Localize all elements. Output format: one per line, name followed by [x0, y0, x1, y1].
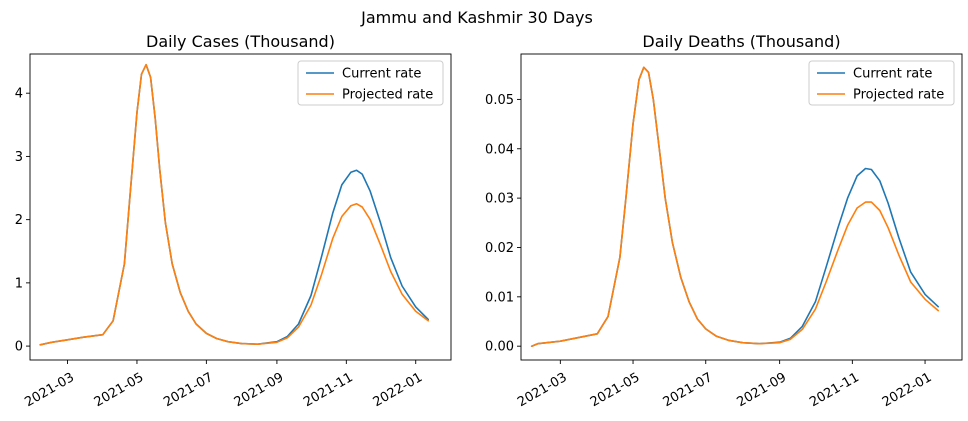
y-tick-label: 0.05 — [485, 93, 514, 108]
y-tick-label: 1 — [15, 276, 23, 291]
y-tick-label: 0.00 — [485, 340, 514, 355]
legend-label: Projected rate — [342, 88, 433, 103]
y-tick-label: 0.02 — [485, 241, 514, 256]
chart-title: Daily Cases (Thousand) — [146, 32, 335, 51]
y-tick-label: 0.04 — [485, 142, 514, 157]
y-tick-label: 0 — [15, 340, 23, 355]
series-line-projected-rate — [39, 63, 430, 346]
figure-suptitle: Jammu and Kashmir 30 Days — [360, 8, 593, 27]
chart-title: Daily Deaths (Thousand) — [642, 32, 840, 51]
legend-box — [808, 60, 955, 106]
legend-label: Current rate — [853, 67, 932, 82]
y-tick-label: 0.01 — [485, 290, 514, 305]
legend-label: Current rate — [342, 67, 421, 82]
y-tick-label: 4 — [15, 87, 23, 102]
axes-frame — [520, 53, 963, 361]
y-tick-label: 3 — [15, 150, 23, 165]
y-tick-label: 0.03 — [485, 192, 514, 207]
axes-frame — [29, 53, 452, 361]
series-line-projected-rate — [530, 66, 940, 348]
legend-box — [297, 60, 444, 106]
legend-label: Projected rate — [853, 88, 944, 103]
y-tick-label: 2 — [15, 213, 23, 228]
